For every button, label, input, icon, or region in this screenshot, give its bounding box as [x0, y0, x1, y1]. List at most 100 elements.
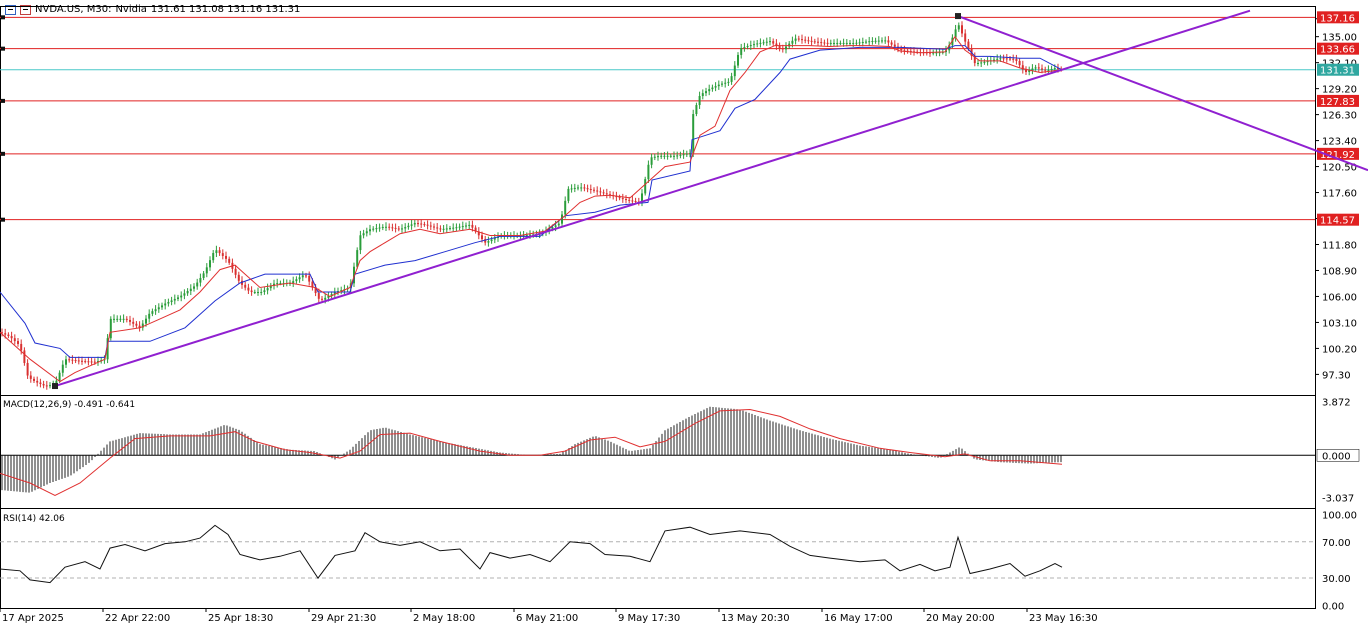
candle-body	[81, 360, 83, 362]
candle-body	[68, 359, 71, 361]
candle-body	[705, 91, 707, 94]
candle-body	[407, 225, 410, 228]
rsi-tick-label: 70.00	[1322, 538, 1351, 549]
candle-body	[573, 187, 576, 189]
candle-body	[170, 300, 173, 303]
chart-grid-icon[interactable]	[5, 4, 16, 15]
candle-body	[1057, 68, 1059, 70]
candle-body	[932, 52, 935, 54]
candle-body	[359, 235, 362, 251]
rsi-tick-label: 0.00	[1322, 601, 1344, 612]
candle-body	[90, 361, 93, 363]
candle-body	[321, 298, 323, 300]
candle-body	[874, 40, 877, 42]
candle-body	[365, 231, 368, 234]
candle-body	[724, 82, 727, 84]
candle-body	[717, 84, 720, 87]
candle-body	[305, 275, 307, 277]
candle-body	[887, 40, 890, 43]
candle-body	[42, 383, 45, 386]
candle-body	[1028, 70, 1031, 72]
candle-body	[727, 81, 730, 83]
candle-body	[797, 38, 800, 40]
candle-body	[871, 41, 874, 43]
candle-body	[740, 47, 743, 55]
candle-body	[605, 193, 608, 195]
candle-body	[1002, 58, 1005, 60]
candle-body	[58, 372, 61, 381]
current-price-tag	[1317, 63, 1359, 76]
candle-body	[426, 224, 429, 226]
candle-body	[743, 46, 746, 48]
candle-body	[625, 199, 627, 201]
level-marker	[1, 151, 5, 156]
level-marker	[1, 98, 5, 103]
candle-body	[733, 65, 736, 77]
candle-body	[561, 214, 563, 224]
candle-body	[583, 187, 586, 189]
candle-body	[209, 260, 211, 268]
candle-body	[682, 154, 685, 156]
candle-body	[708, 89, 711, 92]
candle-body	[436, 227, 439, 229]
candle-body	[324, 297, 327, 300]
candle-body	[471, 224, 474, 228]
candle-body	[996, 58, 999, 60]
chart-bars-icon[interactable]	[20, 4, 31, 15]
candle-body	[842, 42, 845, 44]
candle-body	[1044, 69, 1047, 71]
candle-body	[106, 338, 109, 360]
candle-body	[1037, 67, 1040, 69]
candle-body	[900, 48, 903, 51]
candle-body	[308, 275, 311, 282]
candle-body	[861, 42, 864, 44]
candle-body	[980, 62, 983, 64]
candle-body	[813, 41, 816, 43]
candle-body	[490, 239, 493, 242]
level-marker	[1, 15, 5, 20]
kijun-line	[0, 45, 1063, 358]
candle-body	[721, 83, 723, 85]
time-tick-label: 17 Apr 2025	[2, 613, 64, 624]
candle-body	[177, 297, 179, 299]
candle-body	[567, 188, 570, 201]
candle-body	[113, 318, 115, 320]
candle-body	[119, 318, 122, 320]
candle-body	[1025, 69, 1027, 72]
trendline-anchor	[52, 383, 58, 390]
candle-body	[301, 275, 304, 278]
candle-body	[295, 279, 298, 282]
candle-body	[196, 282, 199, 287]
candle-body	[765, 41, 768, 43]
candle-body	[701, 93, 704, 97]
candle-body	[1034, 67, 1037, 69]
candle-body	[621, 198, 624, 200]
candle-body	[449, 228, 451, 230]
rsi-label: RSI(14) 42.06	[3, 514, 65, 524]
price-tick-label: 135.00	[1322, 33, 1357, 44]
candle-body	[314, 287, 317, 294]
chart-header: NVDA.US, M30: Nvidia 131.61 131.08 131.1…	[5, 4, 300, 15]
candle-body	[865, 41, 867, 43]
macd-current-tag	[1316, 449, 1360, 462]
candle-body	[423, 224, 426, 226]
candle-body	[263, 290, 266, 292]
candle-body	[442, 228, 445, 230]
candle-body	[65, 359, 67, 365]
candle-body	[45, 385, 48, 387]
candle-body	[692, 114, 695, 154]
candle-body	[372, 228, 375, 230]
candle-body	[157, 307, 160, 310]
candle-body	[564, 200, 567, 215]
candle-body	[628, 199, 631, 201]
candle-body	[205, 267, 208, 274]
level-label: 137.16	[1320, 13, 1355, 24]
candle-body	[807, 40, 810, 42]
candle-body	[679, 154, 682, 156]
tenkan-line	[0, 35, 1063, 383]
candle-body	[785, 46, 787, 50]
candle-body	[577, 187, 579, 189]
candle-body	[151, 311, 154, 314]
candle-body	[154, 309, 157, 312]
